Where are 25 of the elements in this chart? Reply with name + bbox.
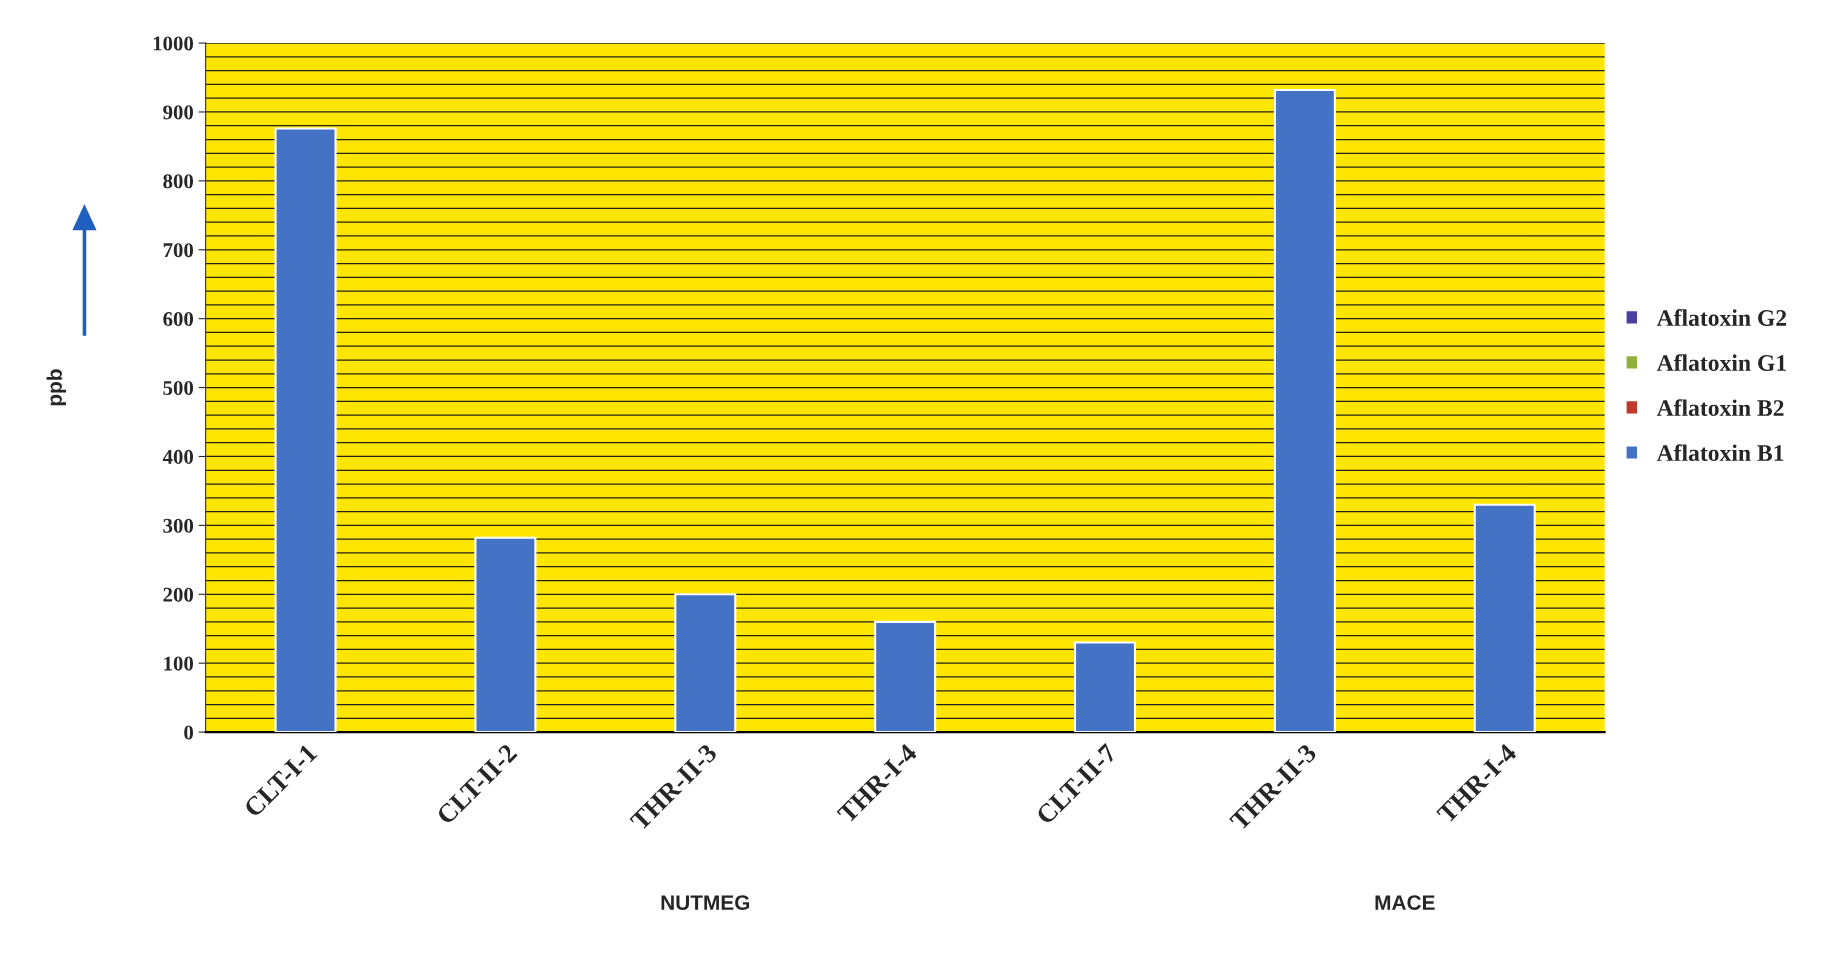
y-tick-label: 800 [163,174,194,189]
bar [1273,88,1336,733]
bar [1473,503,1536,733]
y-tick-label: 100 [164,656,194,671]
legend-label: Aflatoxin G2 [1656,309,1787,326]
bar [274,127,337,733]
y-tick-label: 0 [184,725,194,740]
y-tick-label: 600 [163,312,194,327]
y-tick-label: 700 [163,243,194,258]
y-tick-label: 1000 [153,36,194,51]
y-tick-label: 900 [163,105,194,120]
legend-label: Aflatoxin G1 [1656,354,1786,371]
y-axis-title: ppb [46,369,67,406]
legend-label: Aflatoxin B2 [1656,399,1784,417]
y-tick-label: 500 [163,380,194,396]
y-tick-label: 200 [163,587,194,602]
bar [474,536,537,733]
bar [674,593,737,733]
text: MACE [1375,895,1435,910]
y-tick-label: 300 [163,518,194,533]
bar [1073,641,1137,733]
y-tick-label: 400 [162,449,194,464]
text: NUTMEG [661,895,750,910]
bar [874,620,937,733]
legend-label: Aflatoxin B1 [1656,444,1784,462]
